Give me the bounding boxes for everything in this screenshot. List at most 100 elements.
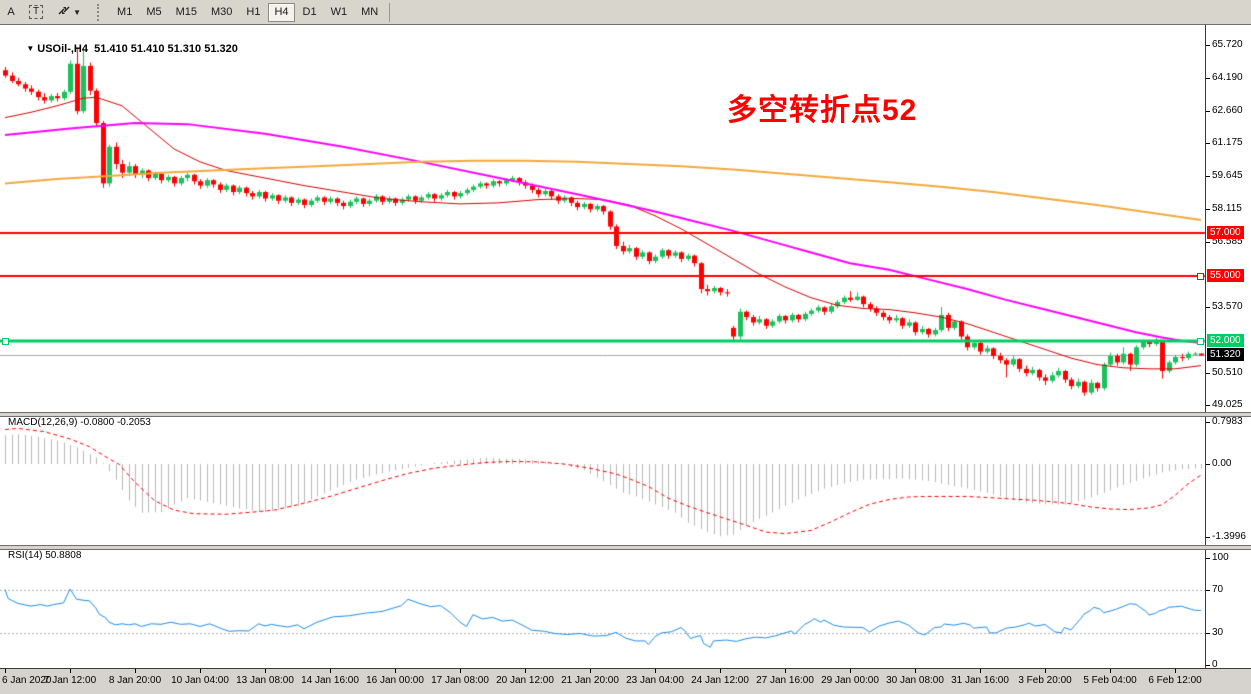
price-tick-label: 62.660	[1212, 105, 1243, 116]
arrows-icon	[57, 4, 71, 20]
time-tick-mark	[980, 669, 981, 673]
symbol-quote-text: USOil-,H4 51.410 51.410 51.310 51.320	[37, 43, 238, 55]
time-tick-mark	[915, 669, 916, 673]
time-label: 10 Jan 04:00	[171, 675, 229, 686]
rsi-tick-mark	[1206, 665, 1210, 666]
hline-handle[interactable]	[1197, 338, 1204, 345]
time-label: 5 Feb 04:00	[1083, 675, 1137, 686]
time-tick-mark	[1110, 669, 1111, 673]
chevron-down-icon: ▼	[73, 7, 82, 17]
rsi-header: RSI(14) 50.8808	[8, 550, 82, 561]
time-label: 31 Jan 16:00	[951, 675, 1009, 686]
price-tick-label: 53.570	[1212, 301, 1243, 312]
rsi-tick-mark	[1206, 590, 1210, 591]
time-label: 8 Jan 20:00	[108, 675, 162, 686]
macd-tick-mark	[1206, 422, 1210, 423]
time-scale[interactable]: 6 Jan 2020 7 Jan 12:00 8 Jan 20:00 10 Jan 0…	[0, 668, 1251, 694]
price-badge-57.000: 57.000	[1207, 226, 1244, 239]
panel-divider[interactable]	[0, 545, 1251, 550]
price-tick-label: 65.720	[1212, 39, 1243, 50]
time-label: 27 Jan 16:00	[756, 675, 814, 686]
rsi-indicator-canvas[interactable]	[0, 548, 1206, 668]
time-tick-mark	[1045, 669, 1046, 673]
time-label: 6 Jan 2020	[2, 675, 52, 686]
hline-handle[interactable]	[1197, 273, 1204, 280]
macd-tick-mark	[1206, 537, 1210, 538]
time-label: 13 Jan 08:00	[236, 675, 294, 686]
time-label: 24 Jan 12:00	[691, 675, 749, 686]
macd-tick-label: 0.7983	[1212, 416, 1243, 427]
price-tick-mark	[1206, 143, 1210, 144]
timeframe-button-m1[interactable]: M1	[111, 3, 138, 22]
chart-text-annotation[interactable]: 多空转折点52	[727, 94, 918, 127]
time-label: 23 Jan 04:00	[626, 675, 684, 686]
timeframe-button-m30[interactable]: M30	[205, 3, 238, 22]
price-tick-mark	[1206, 209, 1210, 210]
timeframe-button-group: M1 M5 M15 M30 H1 H4 D1 W1 MN	[110, 2, 385, 22]
timeframe-button-d1[interactable]: D1	[297, 3, 323, 22]
rsi-tick-label: 100	[1212, 552, 1229, 563]
time-tick-mark	[460, 669, 461, 673]
rsi-tick-label: 70	[1212, 584, 1224, 595]
price-tick-mark	[1206, 78, 1210, 79]
time-tick-mark	[720, 669, 721, 673]
price-tick-mark	[1206, 111, 1210, 112]
toolbar-separator	[389, 2, 391, 22]
macd-indicator-canvas[interactable]	[0, 415, 1206, 545]
time-tick-mark	[785, 669, 786, 673]
arrows-tool-button[interactable]: ▼	[51, 3, 87, 22]
time-label: 29 Jan 00:00	[821, 675, 879, 686]
time-label: 14 Jan 16:00	[301, 675, 359, 686]
price-tick-label: 50.510	[1212, 367, 1243, 378]
price-chart-canvas[interactable]	[0, 25, 1206, 412]
toolbar-grip-handle[interactable]	[97, 3, 103, 21]
time-label: 20 Jan 12:00	[496, 675, 554, 686]
rsi-tick-label: 30	[1212, 627, 1224, 638]
time-tick-mark	[395, 669, 396, 673]
price-tick-mark	[1206, 242, 1210, 243]
timeframe-button-h1[interactable]: H1	[240, 3, 266, 22]
time-label: 21 Jan 20:00	[561, 675, 619, 686]
price-badge-55.000: 55.000	[1207, 269, 1244, 282]
price-badge-52.000: 52.000	[1207, 334, 1244, 347]
timeframe-button-m5[interactable]: M5	[140, 3, 167, 22]
font-tool-button[interactable]: A	[1, 3, 21, 22]
time-tick-mark	[525, 669, 526, 673]
symbol-quote-header: ▼ USOil-,H4 51.410 51.410 51.310 51.320	[8, 31, 238, 67]
time-label: 17 Jan 08:00	[431, 675, 489, 686]
toolbar: A T ▼ M1 M5 M15 M30 H1 H4 D1 W1 MN	[0, 0, 1251, 25]
price-tick-mark	[1206, 45, 1210, 46]
macd-tick-label: 0.00	[1212, 458, 1232, 469]
timeframe-button-w1[interactable]: W1	[325, 3, 354, 22]
panel-divider[interactable]	[0, 412, 1251, 417]
time-tick-mark	[1175, 669, 1176, 673]
macd-header: MACD(12,26,9) -0.0800 -0.2053	[8, 417, 151, 428]
time-label: 16 Jan 00:00	[366, 675, 424, 686]
time-tick-mark	[135, 669, 136, 673]
time-label: 30 Jan 08:00	[886, 675, 944, 686]
price-tick-label: 49.025	[1212, 399, 1243, 410]
time-tick-mark	[70, 669, 71, 673]
time-tick-mark	[200, 669, 201, 673]
collapse-triangle-icon[interactable]: ▼	[26, 44, 35, 53]
price-tick-mark	[1206, 405, 1210, 406]
text-tool-button[interactable]: T	[23, 3, 49, 22]
timeframe-button-h4[interactable]: H4	[268, 2, 295, 22]
price-scale[interactable]: 65.720 64.190 62.660 61.175 59.645 58.115 56.5…	[1205, 25, 1251, 670]
time-label: 7 Jan 12:00	[43, 675, 97, 686]
price-tick-label: 59.645	[1212, 170, 1243, 181]
price-tick-mark	[1206, 373, 1210, 374]
time-tick-mark	[850, 669, 851, 673]
timeframe-button-mn[interactable]: MN	[355, 3, 384, 22]
time-tick-mark	[655, 669, 656, 673]
time-tick-mark	[5, 669, 6, 673]
hline-handle[interactable]	[2, 338, 9, 345]
price-tick-label: 56.585	[1212, 236, 1243, 247]
rsi-tick-label: 0	[1212, 659, 1218, 670]
time-tick-mark	[330, 669, 331, 673]
text-box-icon: T	[29, 5, 44, 19]
timeframe-button-m15[interactable]: M15	[170, 3, 203, 22]
price-tick-label: 58.115	[1212, 203, 1242, 214]
time-tick-mark	[590, 669, 591, 673]
